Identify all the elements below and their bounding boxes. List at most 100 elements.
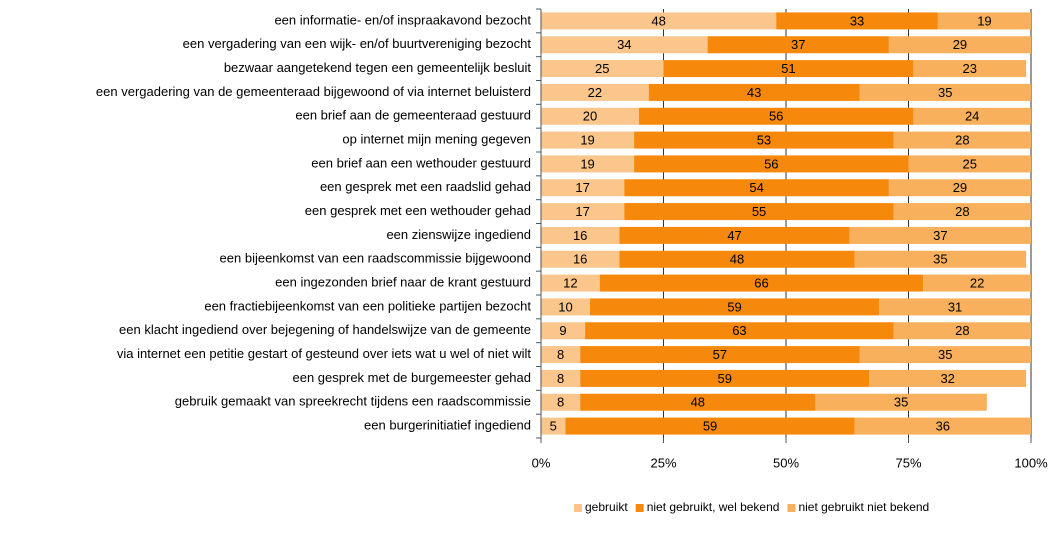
bar-segment [541, 250, 620, 268]
bar-segment [849, 226, 1031, 244]
category-label: via internet een petitie gestart of gest… [117, 346, 531, 361]
value-label: 8 [557, 371, 564, 386]
value-label: 20 [583, 109, 597, 124]
legend-label: gebruikt [585, 500, 628, 514]
bar-segment [541, 274, 600, 292]
category-label: een bijeenkomst van een raadscommissie b… [220, 251, 531, 266]
value-label: 56 [769, 109, 783, 124]
bar-segment [888, 179, 1031, 197]
bar-segment [541, 107, 639, 125]
category-label: bezwaar aangetekend tegen een gemeenteli… [224, 60, 532, 75]
value-label: 55 [752, 204, 766, 219]
value-label: 10 [558, 299, 572, 314]
value-label: 32 [940, 371, 954, 386]
bar-segment [776, 12, 938, 30]
value-label: 16 [573, 252, 587, 267]
value-label: 35 [933, 252, 947, 267]
bar-segment [541, 12, 777, 30]
value-label: 37 [791, 37, 805, 52]
value-label: 59 [727, 299, 741, 314]
bar-segment [541, 179, 625, 197]
category-label: een informatie- en/of inspraakavond bezo… [274, 12, 531, 27]
value-label: 16 [573, 228, 587, 243]
bar-segment [541, 83, 649, 101]
value-label: 9 [559, 323, 566, 338]
bar-segment [923, 274, 1031, 292]
value-label: 5 [550, 419, 557, 434]
value-label: 19 [580, 156, 594, 171]
bar-segment [541, 298, 590, 316]
value-label: 29 [953, 37, 967, 52]
category-label: een zienswijze ingediend [386, 227, 531, 242]
bar-segment [879, 298, 1031, 316]
bar-segment [619, 226, 850, 244]
value-label: 33 [850, 13, 864, 28]
bar-segment [590, 298, 880, 316]
legend-label: niet gebruikt niet bekend [798, 500, 929, 514]
bar-segment [634, 131, 894, 149]
value-label: 25 [963, 156, 977, 171]
x-tick-label: 50% [773, 455, 799, 470]
x-tick-label: 75% [895, 455, 921, 470]
value-label: 37 [933, 228, 947, 243]
value-label: 57 [713, 347, 727, 362]
value-label: 22 [588, 85, 602, 100]
bar-segment [893, 322, 1031, 340]
value-label: 47 [727, 228, 741, 243]
bar-segment [541, 155, 635, 173]
value-label: 48 [691, 395, 705, 410]
value-label: 19 [977, 13, 991, 28]
category-label: een brief aan een wethouder gestuurd [311, 155, 531, 170]
bar-segment [580, 393, 816, 411]
legend-label: niet gebruikt, wel bekend [647, 500, 780, 514]
value-label: 35 [894, 395, 908, 410]
bar-segment [624, 179, 889, 197]
category-label: een gesprek met de burgemeester gehad [293, 370, 532, 385]
bar-segment [854, 417, 1031, 435]
bar-segment [624, 203, 894, 221]
bar-segment [707, 36, 889, 54]
value-label: 59 [703, 419, 717, 434]
bar-segment [541, 322, 586, 340]
bar-segment [541, 36, 708, 54]
value-label: 48 [730, 252, 744, 267]
category-label: een klacht ingediend over bejegening of … [119, 322, 531, 337]
legend-swatch [635, 504, 644, 512]
category-label: een vergadering van de gemeenteraad bijg… [96, 84, 531, 99]
bar-segment [541, 393, 581, 411]
value-label: 23 [963, 61, 977, 76]
bar-segment [541, 369, 581, 387]
value-label: 24 [965, 109, 979, 124]
value-label: 17 [575, 204, 589, 219]
legend-swatch [787, 504, 796, 512]
value-label: 12 [563, 276, 577, 291]
value-label: 22 [970, 276, 984, 291]
category-label: een fractiebijeenkomst van een politieke… [204, 298, 531, 313]
category-label: een gesprek met een wethouder gehad [305, 203, 531, 218]
value-label: 63 [732, 323, 746, 338]
value-label: 28 [955, 323, 969, 338]
bar-segment [639, 107, 914, 125]
value-label: 51 [781, 61, 795, 76]
value-label: 35 [938, 85, 952, 100]
value-label: 54 [749, 180, 763, 195]
bar-segment [541, 203, 625, 221]
category-label: een vergadering van een wijk- en/of buur… [183, 36, 532, 51]
value-label: 28 [955, 133, 969, 148]
bar-segment [815, 393, 987, 411]
value-label: 8 [557, 395, 564, 410]
bar-segment [648, 83, 860, 101]
bar-segment [859, 83, 1031, 101]
value-label: 17 [575, 180, 589, 195]
value-label: 29 [953, 180, 967, 195]
legend-swatch [574, 504, 582, 512]
bar-segment [908, 155, 1031, 173]
x-tick-label: 25% [650, 455, 676, 470]
value-label: 66 [754, 276, 768, 291]
category-label: een ingezonden brief naar de krant gestu… [275, 275, 531, 290]
category-label: op internet mijn mening gegeven [342, 132, 531, 147]
x-tick-label: 0% [532, 455, 551, 470]
bar-segment [599, 274, 924, 292]
x-tick-label: 100% [1014, 455, 1048, 470]
